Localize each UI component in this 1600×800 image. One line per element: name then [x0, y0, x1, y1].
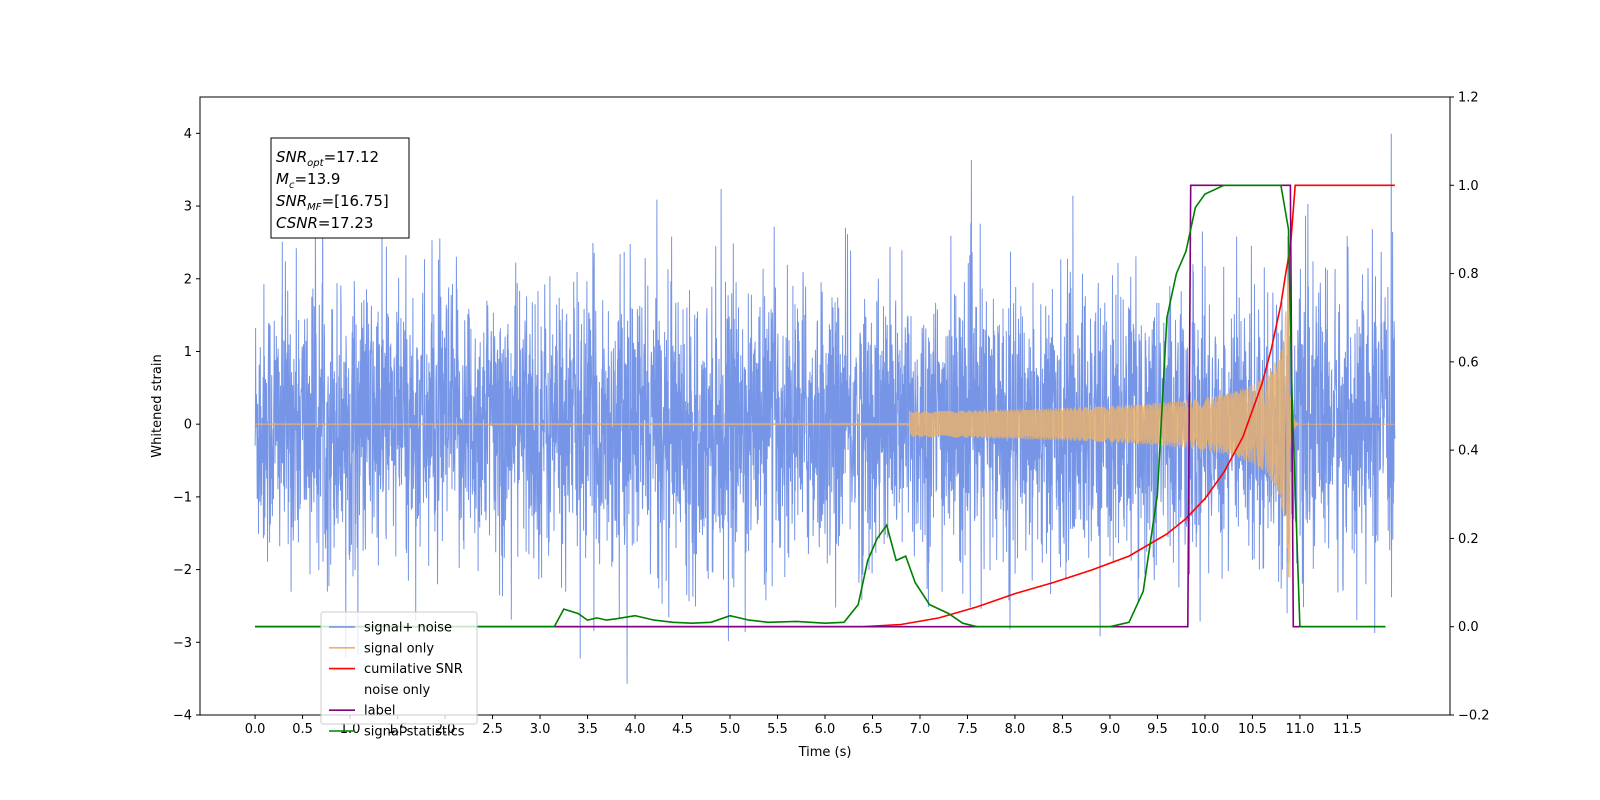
- series-cumilative-snr-line: [255, 184, 1395, 628]
- y-left-tick-label: −4: [173, 709, 192, 724]
- y-right-tick-label: 0.6: [1458, 355, 1479, 370]
- x-tick-label: 10.0: [1190, 722, 1219, 737]
- x-tick-label: 7.0: [910, 722, 931, 737]
- annotation-mc: Mc=13.9: [276, 170, 340, 191]
- x-tick-label: 8.5: [1052, 722, 1073, 737]
- x-tick-label: 3.5: [577, 722, 598, 737]
- y-axis-right-ticks: −0.2 0.0 0.2 0.4 0.6 0.8 1.0 1.2: [1450, 91, 1490, 724]
- y-left-tick-label: −2: [173, 563, 192, 578]
- series-signal-noise-line: [254, 133, 1396, 684]
- y-right-tick-label: 1.2: [1458, 91, 1479, 106]
- series-layer: [254, 133, 1396, 684]
- y-axis-left-ticks: −4 −3 −2 −1 0 1 2 3 4: [173, 127, 200, 724]
- annotation-csnr: CSNR=17.23: [276, 214, 373, 232]
- annotation-snr-mf: SNRMF=[16.75]: [276, 192, 389, 213]
- x-axis-ticks: 0.0 0.5 1.0 1.5 2.0 2.5 3.0 3.5 4.0 4.5 5.0 5.5 6.0 6…: [245, 715, 1362, 737]
- x-tick-label: 9.5: [1147, 722, 1168, 737]
- x-tick-label: 10.5: [1238, 722, 1267, 737]
- legend-label: signal only: [364, 641, 434, 656]
- legend: signal+ noise signal only cumilative SNR no…: [320, 611, 478, 740]
- y-right-tick-label: 1.0: [1458, 179, 1479, 194]
- x-tick-label: 9.0: [1100, 722, 1121, 737]
- series-signal-statistics-line: [255, 184, 1386, 628]
- y-axis-label: Whitened strain: [150, 354, 165, 457]
- y-left-tick-label: 1: [184, 345, 192, 360]
- x-tick-label: 1.5: [387, 722, 408, 737]
- x-tick-label: 3.0: [530, 722, 551, 737]
- y-right-tick-label: 0.8: [1458, 267, 1479, 282]
- series-signal-only-line: [254, 255, 1395, 578]
- x-tick-label: 4.5: [672, 722, 693, 737]
- annotation-box: SNRopt=17.12 Mc=13.9 SNRMF=[16.75] CSNR=…: [270, 137, 410, 239]
- legend-label: cumilative SNR: [364, 662, 463, 677]
- x-tick-label: 1.0: [340, 722, 361, 737]
- y-left-tick-label: −3: [173, 636, 192, 651]
- x-tick-label: 0.5: [292, 722, 313, 737]
- y-right-tick-label: 0.0: [1458, 620, 1479, 635]
- x-tick-label: 0.0: [245, 722, 266, 737]
- x-tick-label: 8.0: [1005, 722, 1026, 737]
- x-tick-label: 11.0: [1285, 722, 1314, 737]
- legend-label: noise only: [364, 683, 431, 698]
- y-left-tick-label: 2: [184, 272, 192, 287]
- y-left-tick-label: 4: [184, 127, 192, 142]
- x-tick-label: 5.5: [767, 722, 788, 737]
- legend-label: label: [364, 704, 395, 719]
- y-left-tick-label: −1: [173, 490, 192, 505]
- y-right-tick-label: 0.4: [1458, 444, 1479, 459]
- x-tick-label: 6.5: [862, 722, 883, 737]
- y-left-tick-label: 0: [184, 418, 192, 433]
- x-tick-label: 4.0: [625, 722, 646, 737]
- x-tick-label: 6.0: [815, 722, 836, 737]
- legend-label: signal+ noise: [364, 621, 452, 636]
- x-tick-label: 2.0: [435, 722, 456, 737]
- legend-label: signal statistics: [364, 725, 465, 740]
- y-right-tick-label: −0.2: [1458, 709, 1490, 724]
- x-axis-label: Time (s): [798, 745, 852, 760]
- x-tick-label: 11.5: [1333, 722, 1362, 737]
- annotation-snr-opt: SNRopt=17.12: [276, 148, 379, 169]
- y-left-tick-label: 3: [184, 200, 192, 215]
- x-tick-label: 5.0: [720, 722, 741, 737]
- y-right-tick-label: 0.2: [1458, 532, 1479, 547]
- x-tick-label: 2.5: [482, 722, 503, 737]
- x-tick-label: 7.5: [957, 722, 978, 737]
